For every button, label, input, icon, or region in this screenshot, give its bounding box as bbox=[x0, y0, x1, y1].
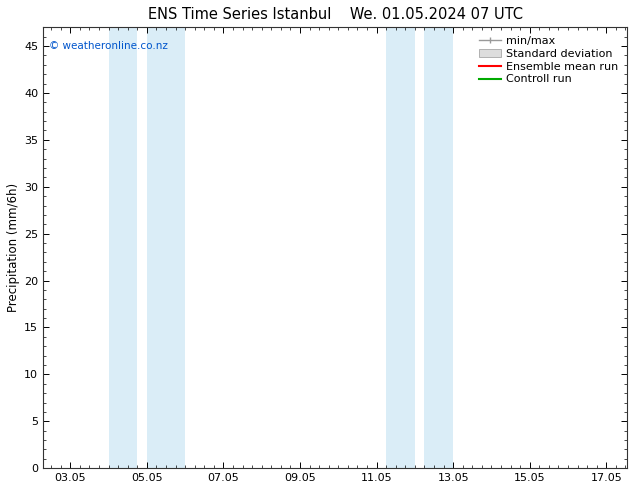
Bar bbox=[386, 27, 415, 468]
Bar bbox=[424, 27, 453, 468]
Text: © weatheronline.co.nz: © weatheronline.co.nz bbox=[49, 41, 168, 50]
Legend: min/max, Standard deviation, Ensemble mean run, Controll run: min/max, Standard deviation, Ensemble me… bbox=[476, 33, 621, 88]
Y-axis label: Precipitation (mm/6h): Precipitation (mm/6h) bbox=[7, 183, 20, 312]
Bar bbox=[108, 27, 137, 468]
Bar bbox=[147, 27, 185, 468]
Title: ENS Time Series Istanbul    We. 01.05.2024 07 UTC: ENS Time Series Istanbul We. 01.05.2024 … bbox=[148, 7, 522, 22]
